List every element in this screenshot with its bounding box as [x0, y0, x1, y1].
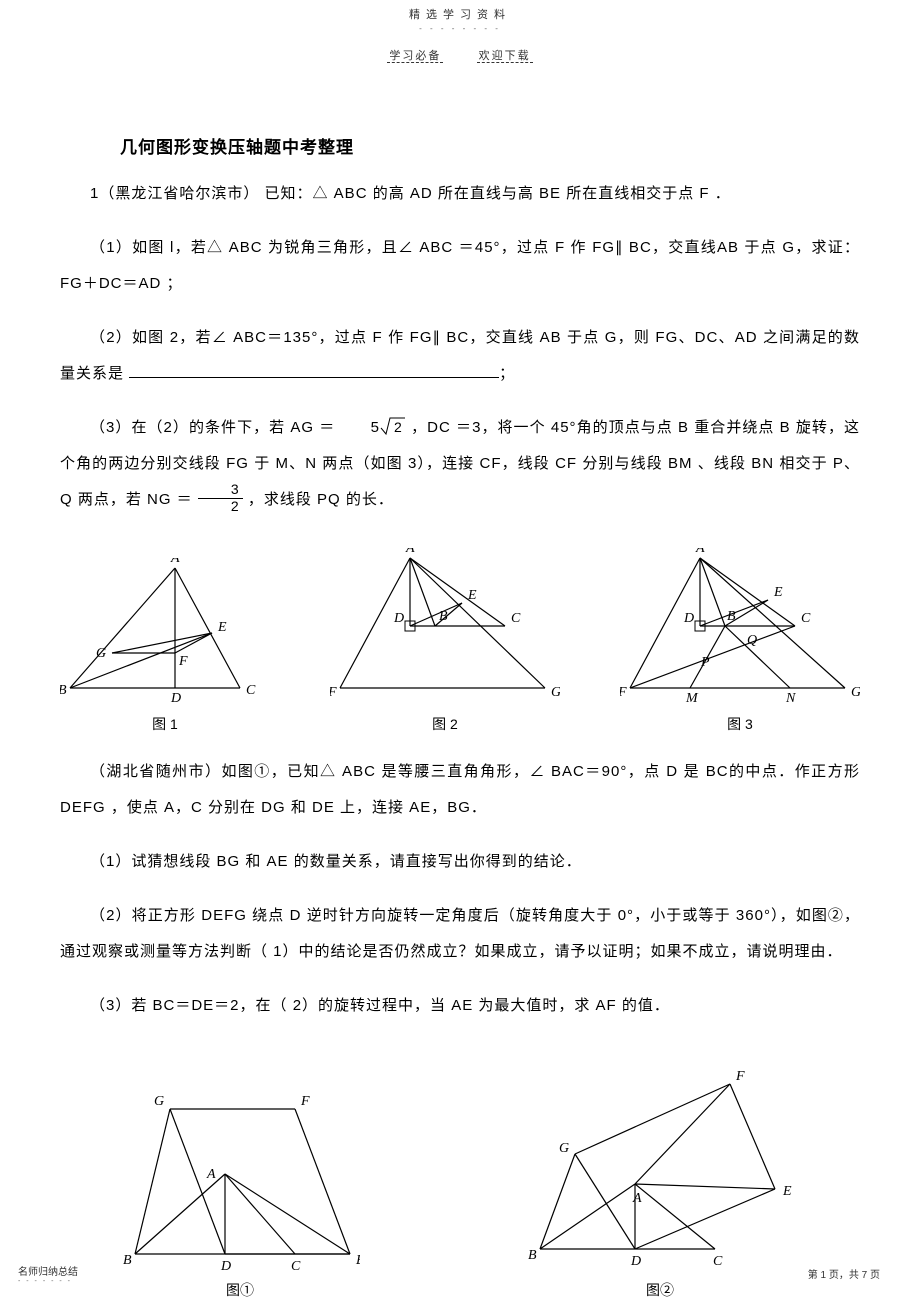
svg-text:G: G: [559, 1141, 569, 1156]
sqrt-coeff: 5: [371, 419, 380, 436]
svg-text:C: C: [713, 1254, 723, 1269]
footer-left-text: 名师归纳总结: [18, 1267, 78, 1278]
figure-2: A F G B C D E 图 2: [330, 548, 560, 734]
footer-left: 名师归纳总结 - - - - - - -: [18, 1263, 78, 1285]
figB-caption: 图②: [520, 1280, 800, 1300]
figure-1: A B C D E G F 图 1: [60, 558, 270, 734]
svg-text:B: B: [439, 609, 448, 624]
svg-text:G: G: [851, 685, 860, 700]
svg-text:N: N: [785, 691, 796, 706]
blank-line: [129, 363, 499, 378]
svg-text:E: E: [467, 588, 477, 603]
problem2-part2: （2）将正方形 DEFG 绕点 D 逆时针方向旋转一定角度后（旋转角度大于 0°…: [60, 898, 860, 970]
svg-text:D: D: [630, 1254, 641, 1269]
svg-text:F: F: [178, 654, 188, 669]
svg-text:D: D: [170, 691, 181, 706]
figure-A: B D C E A G F 图①: [120, 1064, 360, 1300]
problem2-part3: （3）若 BC＝DE＝2，在（ 2）的旋转过程中，当 AE 为最大值时，求 AF…: [60, 988, 860, 1024]
problem2-intro: （湖北省随州市）如图①，已知△ ABC 是等腰三直角角形，∠ BAC＝90°，点…: [60, 754, 860, 826]
svg-text:C: C: [511, 611, 521, 626]
svg-text:D: D: [393, 611, 404, 626]
svg-text:B: B: [727, 609, 736, 624]
p1-2b-text: ；: [499, 365, 515, 382]
frac-den: 2: [198, 499, 243, 514]
problem1-intro: 1（黑龙江省哈尔滨市） 已知：△ ABC 的高 AD 所在直线与高 BE 所在直…: [60, 176, 860, 212]
problem1-part2: （2）如图 2，若∠ ABC＝135°，过点 F 作 FG∥ BC，交直线 AB…: [60, 320, 860, 392]
svg-text:A: A: [206, 1167, 216, 1182]
svg-text:A: A: [632, 1191, 642, 1206]
p1-3a-text: （3）在（2）的条件下，若 AG ＝: [90, 419, 335, 436]
svg-text:D: D: [683, 611, 694, 626]
svg-text:C: C: [291, 1259, 301, 1274]
svg-text:G: G: [96, 646, 106, 661]
svg-text:E: E: [773, 585, 783, 600]
svg-text:M: M: [685, 691, 699, 706]
frac-num: 3: [198, 482, 243, 498]
svg-text:B: B: [123, 1253, 132, 1268]
footer-dashes: - - - - - - -: [18, 1278, 78, 1285]
sqrt-rad: 2: [394, 419, 403, 435]
header-sub-b: 欢迎下载: [477, 50, 533, 63]
figure-row-2: B D C E A G F 图① B D C A G F E 图②: [60, 1054, 860, 1300]
svg-text:G: G: [154, 1094, 164, 1109]
problem1-part1: （1）如图 l，若△ ABC 为锐角三角形，且∠ ABC ＝45°，过点 F 作…: [60, 230, 860, 302]
svg-text:E: E: [355, 1253, 360, 1268]
problem1-part3: （3）在（2）的条件下，若 AG ＝ 52 ，DC ＝3，将一个 45°角的顶点…: [60, 410, 860, 518]
figA-caption: 图①: [120, 1280, 360, 1300]
fig1-caption: 图 1: [60, 714, 270, 734]
p1-3c-text: ，求线段 PQ 的长．: [248, 491, 394, 508]
svg-text:P: P: [700, 655, 710, 670]
svg-text:F: F: [330, 685, 337, 700]
fraction: 32: [198, 482, 243, 514]
svg-text:F: F: [620, 685, 627, 700]
svg-text:Q: Q: [747, 633, 757, 648]
svg-text:B: B: [528, 1248, 537, 1263]
svg-text:F: F: [735, 1069, 745, 1084]
svg-text:F: F: [300, 1094, 310, 1109]
svg-text:A: A: [695, 548, 705, 556]
svg-text:C: C: [801, 611, 811, 626]
svg-text:E: E: [217, 620, 227, 635]
figure-row-1: A B C D E G F 图 1 A F G B C D E 图 2 A F G B C D E M N P Q 图 3: [60, 548, 860, 734]
doc-header-sub: 学习必备 欢迎下载: [60, 47, 860, 63]
problem2-part1: （1）试猜想线段 BG 和 AE 的数量关系，请直接写出你得到的结论．: [60, 844, 860, 880]
svg-text:C: C: [246, 683, 256, 698]
svg-text:D: D: [220, 1259, 231, 1274]
footer-right: 第 1 页，共 7 页: [808, 1266, 880, 1281]
svg-text:G: G: [551, 685, 560, 700]
figure-3: A F G B C D E M N P Q 图 3: [620, 548, 860, 734]
svg-text:A: A: [170, 558, 180, 566]
doc-header-top: 精选学习资料: [60, 0, 860, 22]
header-dashes: - - - - - - - -: [60, 24, 860, 33]
sqrt-expr: 52: [341, 410, 406, 446]
page-title: 几何图形变换压轴题中考整理: [120, 133, 860, 158]
fig2-caption: 图 2: [330, 714, 560, 734]
svg-text:A: A: [405, 548, 415, 556]
svg-text:E: E: [782, 1184, 792, 1199]
figure-B: B D C A G F E 图②: [520, 1054, 800, 1300]
svg-text:B: B: [60, 683, 67, 698]
header-sub-a: 学习必备: [387, 50, 443, 63]
fig3-caption: 图 3: [620, 714, 860, 734]
